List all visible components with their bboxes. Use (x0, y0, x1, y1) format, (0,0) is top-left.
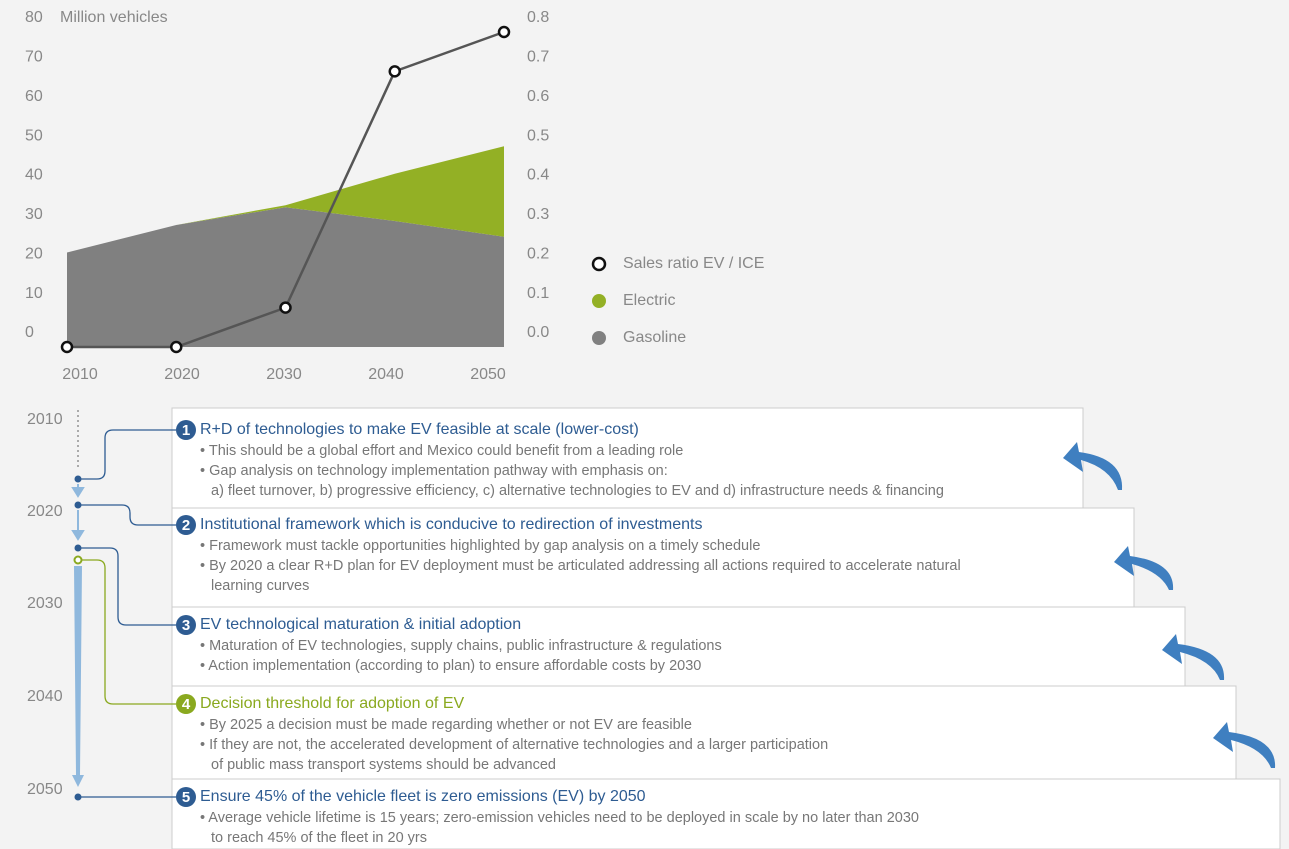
legend-marker (592, 294, 606, 308)
arrow (71, 484, 85, 498)
line-marker (60, 340, 74, 354)
step-number: 5 (182, 789, 190, 806)
legend-marker (592, 331, 606, 345)
x-tick-label: 2040 (368, 366, 404, 383)
step-title: Institutional framework which is conduci… (200, 516, 702, 533)
step-title: Ensure 45% of the vehicle fleet is zero … (200, 788, 646, 805)
y-tick-label: 40 (25, 167, 43, 184)
step-badge (176, 420, 196, 440)
y2-tick-label: 0.8 (527, 9, 549, 26)
x-tick-label: 2030 (266, 366, 302, 383)
step-number: 4 (182, 696, 191, 713)
connector (78, 559, 176, 705)
arrow (71, 510, 85, 541)
y-tick-label: 20 (25, 245, 43, 262)
y2-tick-label: 0.0 (527, 324, 549, 341)
curved-arrow (1114, 546, 1174, 590)
step-bullet: • Gap analysis on technology implementat… (200, 463, 668, 479)
timeline-dot (73, 555, 83, 565)
year-label: 2040 (27, 688, 63, 705)
area (67, 207, 504, 347)
step-bullet: • Average vehicle lifetime is 15 years; … (200, 810, 919, 826)
y2-tick-label: 0.3 (527, 206, 549, 223)
line-marker (388, 65, 401, 78)
timeline-dot (74, 501, 82, 509)
x-tick-label: 2010 (62, 366, 98, 383)
step-bullet: to reach 45% of the fleet in 20 yrs (211, 830, 427, 846)
legend-label: Sales ratio EV / ICE (623, 255, 764, 272)
curved-arrow (1162, 634, 1225, 680)
step-title: Decision threshold for adoption of EV (200, 695, 464, 712)
legend-label: Gasoline (623, 329, 686, 346)
step-title: R+D of technologies to make EV feasible … (200, 421, 639, 438)
x-tick-label: 2050 (470, 366, 506, 383)
y-tick-label: 60 (25, 88, 43, 105)
y2-tick-label: 0.5 (527, 127, 549, 144)
y-tick-label: 50 (25, 127, 43, 144)
big-arrow (72, 566, 84, 787)
y-tick-label: 10 (25, 285, 43, 302)
step-badge (176, 694, 196, 714)
step-bullet: • Framework must tackle opportunities hi… (200, 538, 760, 554)
connector (78, 504, 176, 526)
y-tick-label: 30 (25, 206, 43, 223)
y2-tick-label: 0.1 (527, 285, 549, 302)
line-marker (279, 301, 292, 314)
step-bullet: • This should be a global effort and Mex… (200, 443, 683, 459)
step-badge (176, 615, 196, 635)
step-bullet: a) fleet turnover, b) progressive effici… (211, 483, 944, 499)
timeline-dot (74, 475, 82, 483)
step-bullet: • By 2020 a clear R+D plan for EV deploy… (200, 558, 961, 574)
year-label: 2030 (27, 595, 63, 612)
step-title: EV technological maturation & initial ad… (200, 616, 521, 633)
connector (78, 429, 176, 480)
year-label: 2020 (27, 503, 63, 520)
x-tick-label: 2020 (164, 366, 200, 383)
y-tick-label: 70 (25, 49, 43, 66)
year-label: 2050 (27, 781, 63, 798)
legend-marker (591, 256, 607, 272)
y-axis-label: Million vehicles (60, 9, 168, 26)
legend-label: Electric (623, 292, 675, 309)
step-bullet: • If they are not, the accelerated devel… (200, 737, 828, 753)
curved-arrow (1213, 722, 1276, 768)
step-number: 1 (182, 422, 190, 439)
timeline-dot (74, 544, 82, 552)
y-tick-label: 0 (25, 324, 34, 341)
step-number: 3 (182, 617, 190, 634)
y2-tick-label: 0.2 (527, 245, 549, 262)
connector (78, 547, 176, 626)
y2-tick-label: 0.6 (527, 88, 549, 105)
year-label: 2010 (27, 411, 63, 428)
step-box (171, 778, 1281, 849)
y2-tick-label: 0.4 (527, 167, 549, 184)
timeline-dot (74, 793, 82, 801)
y-tick-label: 80 (25, 9, 43, 26)
step-badge (176, 787, 196, 807)
curved-arrow (1063, 442, 1123, 490)
step-bullet: • Action implementation (according to pl… (200, 658, 701, 674)
area (67, 146, 504, 253)
step-bullet: • By 2025 a decision must be made regard… (200, 717, 692, 733)
line-marker (497, 25, 511, 39)
step-bullet: of public mass transport systems should … (211, 757, 556, 773)
step-number: 2 (182, 517, 190, 534)
step-bullet: • Maturation of EV technologies, supply … (200, 638, 722, 654)
line-marker (170, 340, 183, 354)
step-badge (176, 515, 196, 535)
step-bullet: learning curves (211, 578, 309, 594)
y2-tick-label: 0.7 (527, 49, 549, 66)
